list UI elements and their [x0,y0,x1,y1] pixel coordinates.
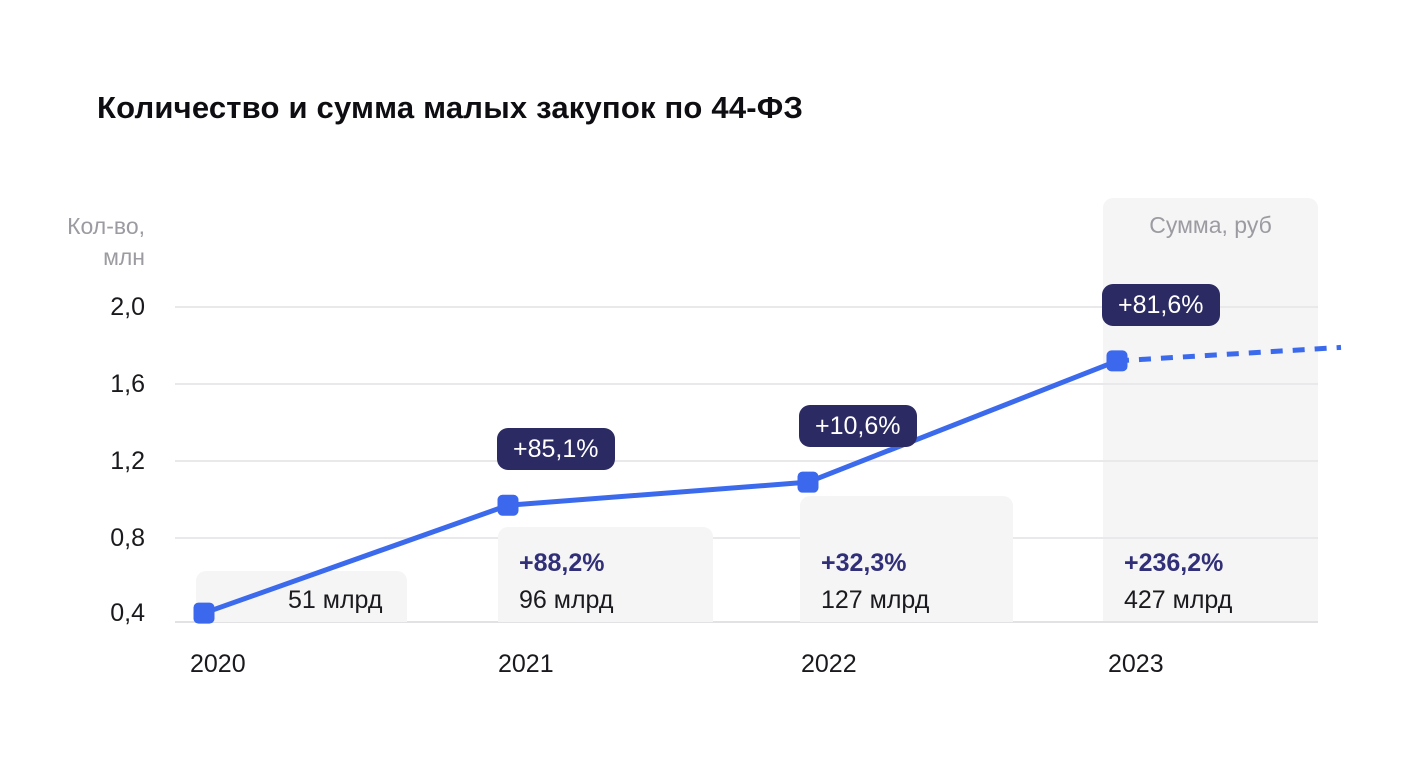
gridline-1-6 [175,383,1318,385]
sum-growth-2023: +236,2% [1124,549,1224,577]
qty-growth-badge-2022: +10,6% [799,405,917,447]
data-point-marker-2023 [1106,350,1128,372]
x-label-2022: 2022 [801,650,857,678]
data-point-marker-2022 [797,471,819,493]
y-tick-0-4: 0,4 [110,599,145,627]
sum-bar-2022 [800,496,1013,622]
x-label-2021: 2021 [498,650,554,678]
y-tick-2-0: 2,0 [110,293,145,321]
y-tick-1-2: 1,2 [110,447,145,475]
sum-growth-2021: +88,2% [519,549,605,577]
chart-title: Количество и сумма малых закупок по 44-Ф… [97,90,804,125]
sum-value-2020: 51 млрд [288,586,383,614]
gridline-1-2 [175,460,1318,462]
y-tick-0-8: 0,8 [110,524,145,552]
sum-column-header: Сумма, руб [1149,212,1272,238]
sum-value-2021: 96 млрд [519,586,614,614]
gridline-2-0 [175,306,1318,308]
sum-bar-2021 [498,527,713,622]
forecast-dashed-line [1116,344,1342,364]
qty-growth-badge-2021: +85,1% [497,428,615,470]
data-point-marker-2021 [497,494,519,516]
y-axis-unit-line1: Кол-во, [67,213,145,239]
sum-growth-2022: +32,3% [821,549,907,577]
x-label-2023: 2023 [1108,650,1164,678]
gridline-0-8 [175,537,1318,539]
qty-growth-badge-2023: +81,6% [1102,284,1220,326]
y-tick-1-6: 1,6 [110,370,145,398]
y-axis-unit-label: Кол-во, млн [40,211,145,273]
y-axis-unit-line2: млн [103,244,145,270]
x-label-2020: 2020 [190,650,246,678]
sum-value-2023: 427 млрд [1124,586,1233,614]
sum-value-2022: 127 млрд [821,586,930,614]
count-line-series [203,358,1118,616]
x-axis-line [175,621,1318,623]
sum-bar-2023 [1103,198,1318,622]
sum-bar-2020 [196,571,407,622]
